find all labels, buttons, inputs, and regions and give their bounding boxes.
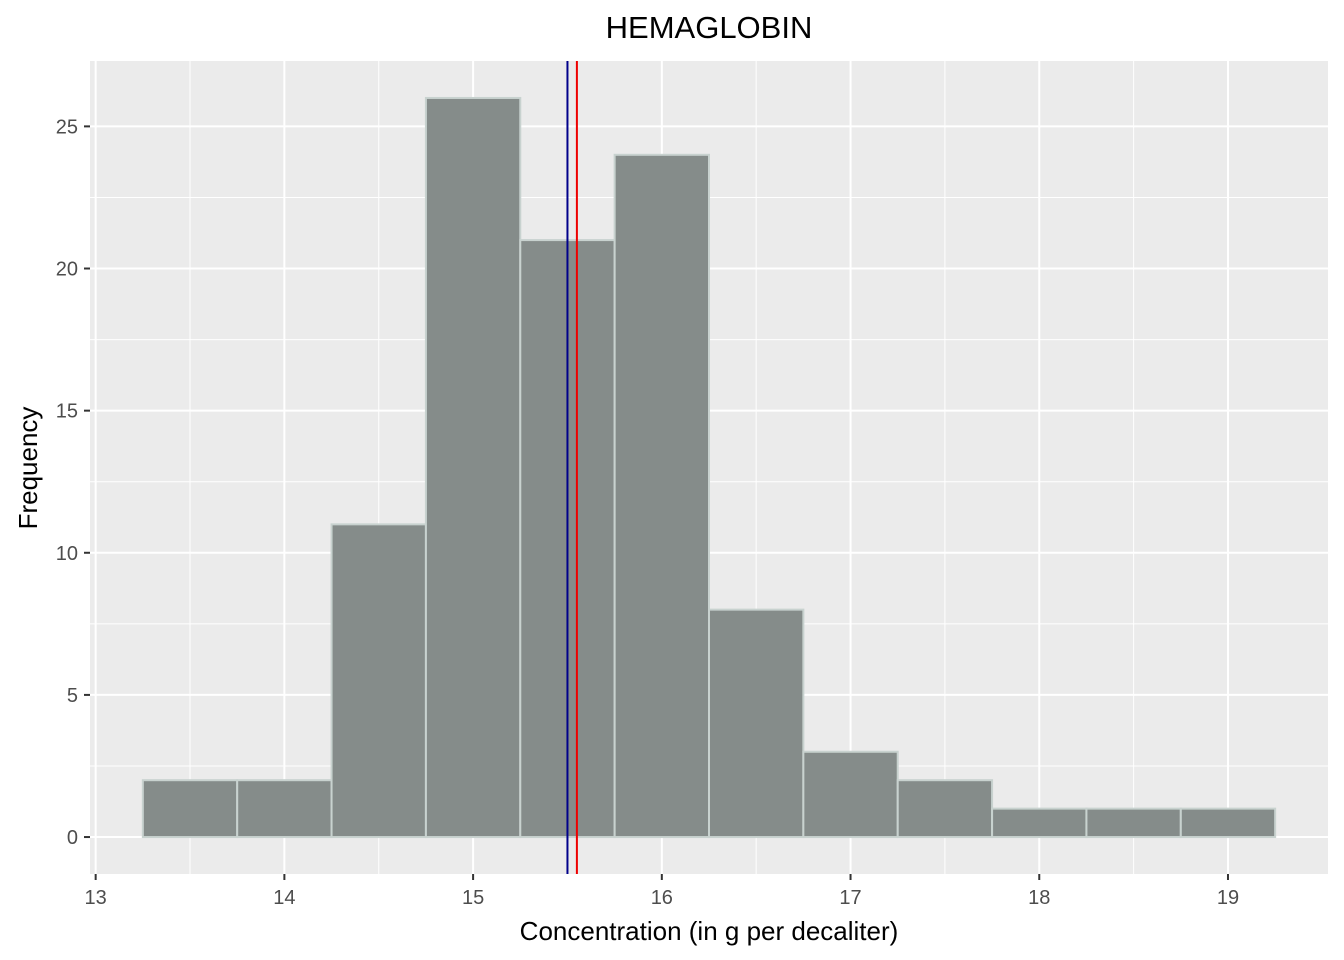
x-axis-ticks: 13 14 15 16 17 18 19: [85, 874, 1239, 909]
histogram-bar: [424, 96, 522, 839]
x-tick-label: 17: [839, 887, 861, 909]
y-tick-label: 0: [67, 827, 78, 849]
histogram-bar: [991, 807, 1088, 839]
y-tick-label: 10: [56, 543, 78, 565]
histogram-bar: [802, 750, 899, 839]
histogram-bar: [236, 779, 333, 839]
y-tick-label: 15: [56, 401, 78, 423]
x-tick-label: 19: [1217, 887, 1239, 909]
histogram-bar: [330, 523, 427, 839]
x-tick-label: 14: [273, 887, 295, 909]
histogram-bar: [708, 608, 805, 839]
y-tick-label: 5: [67, 685, 78, 707]
reference-lines: [566, 61, 578, 874]
histogram-bar: [896, 779, 994, 839]
y-axis-title: Frequency: [13, 407, 43, 530]
y-tick-label: 20: [56, 259, 78, 281]
histogram-bar: [1179, 807, 1277, 839]
x-axis-title: Concentration (in g per decaliter): [520, 916, 899, 946]
chart-title: HEMAGLOBIN: [605, 10, 813, 45]
y-tick-label: 25: [56, 116, 78, 138]
histogram-bar: [613, 153, 711, 839]
y-axis-ticks: 0 5 10 15 20 25: [56, 116, 90, 849]
histogram-bar: [141, 779, 239, 839]
x-tick-label: 16: [651, 887, 673, 909]
x-tick-label: 15: [462, 887, 484, 909]
histogram-bar: [1085, 807, 1182, 839]
x-tick-label: 18: [1028, 887, 1050, 909]
x-tick-label: 13: [85, 887, 107, 909]
